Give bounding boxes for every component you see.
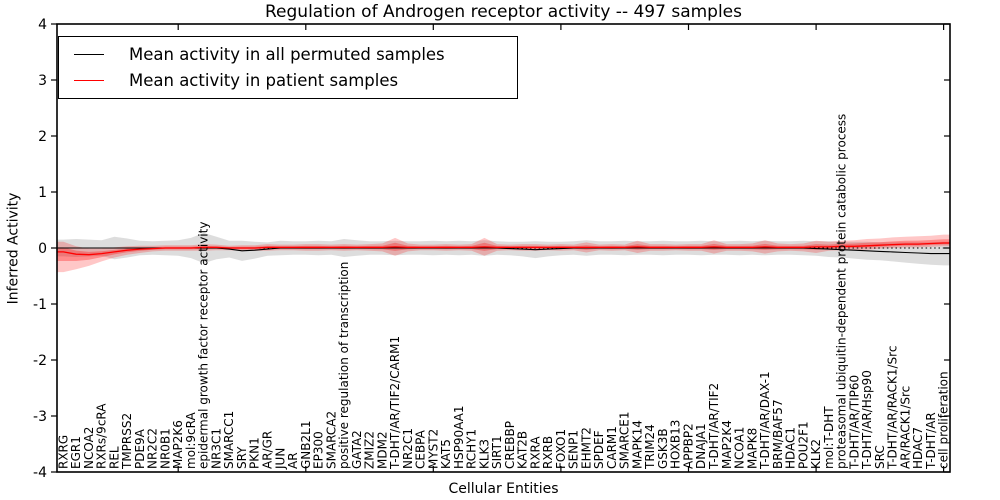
- x-tick-label: NCOA2: [82, 427, 96, 469]
- x-tick-label: AR/GR: [261, 431, 275, 469]
- x-tick-label: GNB2L1: [299, 421, 313, 469]
- x-tick-label: CREBBP: [503, 421, 517, 469]
- x-tick-label: T-DHT/AR/Hsp90: [860, 370, 874, 470]
- x-tick-label: MDM2: [375, 431, 389, 469]
- y-tick-label: 4: [38, 17, 47, 33]
- x-tick-label: PKN1: [248, 437, 262, 469]
- x-tick-label: MAPK8: [745, 428, 759, 469]
- legend: Mean activity in all permuted samples Me…: [58, 36, 518, 99]
- x-tick-label: EHMT2: [579, 427, 593, 469]
- x-tick-label: HOXB13: [669, 420, 683, 469]
- x-tick-label: MAP2K4: [720, 420, 734, 469]
- x-tick-label: AR: [286, 452, 300, 469]
- x-tick-label: TRIM24: [643, 424, 657, 470]
- x-tick-label: EP300: [312, 431, 326, 469]
- x-tick-label: T-DHT/AR/DAX-1: [758, 371, 772, 470]
- x-axis-label: Cellular Entities: [448, 481, 559, 497]
- x-tick-label: NCOA1: [733, 427, 747, 469]
- x-tick-label: RXRG: [56, 435, 70, 469]
- y-tick-label: 1: [38, 185, 47, 201]
- y-tick-label: 3: [38, 73, 47, 89]
- x-tick-label: SENP1: [567, 430, 581, 469]
- x-tick-label: KLK3: [477, 439, 491, 469]
- x-tick-label: proteasomal ubiquitin-dependent protein …: [835, 114, 849, 469]
- x-tick-label: RCHY1: [465, 429, 479, 469]
- x-tick-label: NR2C1: [401, 428, 415, 469]
- x-tick-label: POU2F1: [796, 421, 810, 469]
- x-tick-label: epidermal growth factor receptor activit…: [197, 222, 211, 469]
- x-tick-label: T-DHT/AR: [924, 412, 938, 470]
- legend-label-patient: Mean activity in patient samples: [129, 70, 399, 90]
- x-tick-label: CEBPA: [414, 429, 428, 469]
- x-tick-label: AR/RACK1/Src: [898, 386, 912, 469]
- x-tick-label: JUN: [273, 448, 287, 470]
- x-tick-label: KLK2: [809, 439, 823, 469]
- x-tick-label: mol:9cRA: [184, 412, 198, 469]
- legend-label-permuted: Mean activity in all permuted samples: [129, 45, 445, 65]
- x-tick-label: KAT5: [439, 439, 453, 469]
- legend-item-patient: Mean activity in patient samples: [74, 68, 517, 93]
- x-tick-label: REL: [107, 446, 121, 469]
- x-tick-label: BRM/BAF57: [771, 399, 785, 469]
- y-tick-label: -2: [33, 353, 47, 369]
- patient-line-swatch-icon: [74, 79, 104, 81]
- x-tick-label: HSP90AA1: [452, 405, 466, 469]
- x-tick-label: MYST2: [426, 429, 440, 469]
- x-tick-label: T-DHT/AR/TIP60: [847, 375, 861, 470]
- x-tick-label: RXRA: [528, 436, 542, 469]
- x-tick-label: GSK3B: [656, 428, 670, 469]
- x-tick-label: KAT2B: [516, 431, 530, 469]
- x-tick-label: HDAC1: [784, 427, 798, 469]
- x-tick-label: T-DHT/AR/TIF2/CARM1: [388, 336, 402, 470]
- x-tick-label: DNAJA1: [694, 423, 708, 469]
- permuted-line-swatch-icon: [74, 54, 104, 56]
- x-tick-label: SRY: [235, 446, 249, 469]
- x-tick-label: PDE9A: [133, 428, 147, 469]
- x-tick-label: HDAC7: [911, 427, 925, 469]
- x-tick-label: MAPK14: [631, 420, 645, 469]
- x-tick-label: SRC: [873, 445, 887, 469]
- x-tick-label: SMARCA2: [324, 411, 338, 469]
- x-tick-label: RXRs/9cRA: [95, 403, 109, 469]
- x-tick-label: MAP2K6: [171, 420, 185, 469]
- x-tick-label: SIRT1: [490, 435, 504, 469]
- chart-title: Regulation of Androgen receptor activity…: [265, 2, 742, 22]
- x-tick-label: NR0B1: [158, 428, 172, 469]
- x-tick-label: SMARCC1: [222, 411, 236, 469]
- x-tick-label: EGR1: [69, 436, 83, 469]
- x-tick-label: SMARCE1: [618, 411, 632, 469]
- x-tick-label: TMPRSS2: [120, 413, 134, 470]
- x-tick-label: cell proliferation: [937, 371, 951, 469]
- y-tick-label: 0: [38, 241, 47, 257]
- x-tick-label: GATA2: [350, 430, 364, 469]
- x-tick-label: NR2C2: [146, 428, 160, 469]
- line-patient-mean: [57, 242, 950, 256]
- x-tick-label: NR3C1: [210, 428, 224, 469]
- x-tick-label: positive regulation of transcription: [337, 262, 351, 469]
- legend-item-permuted: Mean activity in all permuted samples: [74, 42, 517, 67]
- x-tick-label: T-DHT/AR/RACK1/Src: [886, 346, 900, 470]
- y-tick-label: -3: [33, 409, 47, 425]
- x-tick-label: APPBP2: [682, 423, 696, 469]
- x-tick-label: ZMIZ2: [363, 431, 377, 469]
- y-tick-label: -1: [33, 297, 47, 313]
- x-tick-label: FOXO1: [554, 429, 568, 469]
- y-tick-label: 2: [38, 129, 47, 145]
- x-tick-label: RXRB: [541, 436, 555, 469]
- band-permuted: [57, 232, 950, 266]
- y-tick-label: -4: [33, 465, 47, 481]
- y-axis-label: Inferred Activity: [5, 192, 22, 305]
- x-tick-label: CARM1: [605, 426, 619, 469]
- x-tick-label: mol:T-DHT: [822, 406, 836, 469]
- x-tick-label: SPDEF: [592, 430, 606, 469]
- x-tick-label: T-DHT/AR/TIF2: [707, 383, 721, 470]
